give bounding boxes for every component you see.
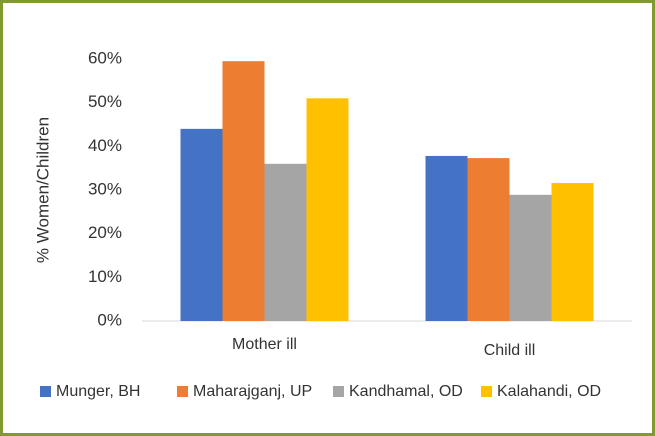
bar [180,128,223,321]
y-tick-label: 0% [97,310,122,329]
x-tick-label: Child ill [484,342,536,359]
bar [425,155,468,321]
y-tick-label: 40% [88,136,122,155]
legend-label: Kandhamal, OD [349,383,463,400]
y-tick-label: 20% [88,223,122,242]
bar [467,158,510,321]
bar [222,61,265,321]
bar [306,98,349,321]
y-tick-label: 60% [88,48,122,67]
bar [509,194,552,321]
legend-swatch [333,386,344,397]
bar [551,183,594,321]
legend-swatch [481,386,492,397]
legend-label: Kalahandi, OD [497,383,601,400]
legend-swatch [177,386,188,397]
legend-label: Maharajganj, UP [193,383,312,400]
y-tick-label: 30% [88,179,122,198]
legend-swatch [40,386,51,397]
bar [264,163,307,321]
x-tick-label: Mother ill [232,336,297,353]
y-axis-label: % Women/Children [33,117,52,263]
y-tick-label: 50% [88,92,122,111]
y-tick-label: 10% [88,267,122,286]
legend-label: Munger, BH [56,383,140,400]
